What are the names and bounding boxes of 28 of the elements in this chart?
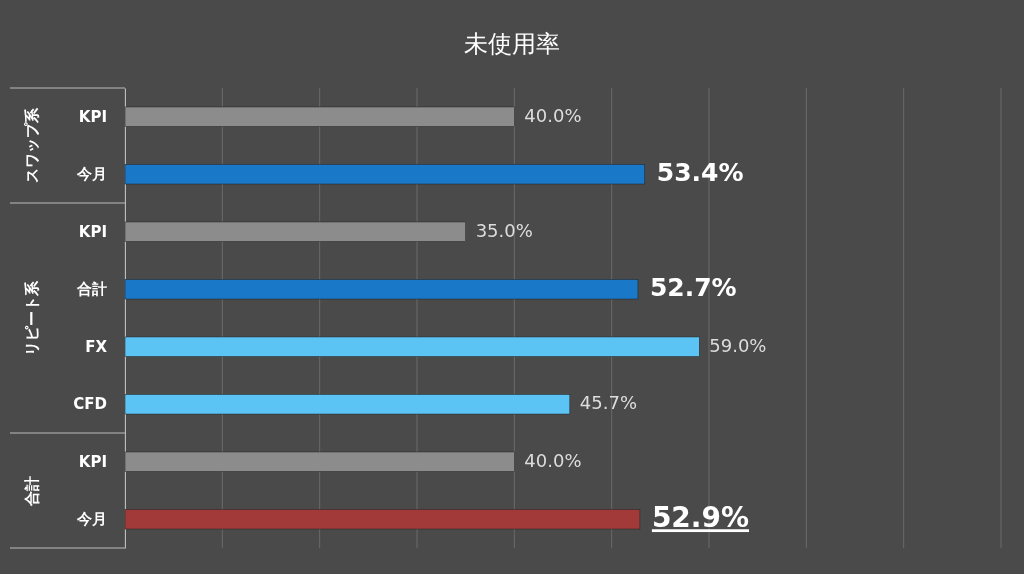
bar <box>124 394 571 415</box>
y-tick-label: CFD <box>73 395 107 414</box>
bar <box>124 164 646 185</box>
y-tick-label: KPI <box>78 107 107 126</box>
data-label: 35.0% <box>475 219 533 241</box>
bar <box>124 279 639 300</box>
bar <box>124 509 641 530</box>
data-label: 59.0% <box>709 334 767 356</box>
data-label: 52.9% <box>651 501 750 535</box>
text: スワップ系 <box>22 107 41 183</box>
data-label: 40.0% <box>524 104 582 126</box>
y-tick-label: KPI <box>78 452 107 471</box>
y-tick-label: 今月 <box>76 510 107 529</box>
data-label: 53.4% <box>656 158 744 188</box>
data-label: 52.7% <box>649 273 737 303</box>
bar <box>124 221 466 242</box>
bar <box>124 106 515 127</box>
chart-title: 未使用率 <box>464 30 560 58</box>
data-label: 45.7% <box>579 392 637 414</box>
y-tick-label: FX <box>85 337 108 356</box>
y-tick-label: KPI <box>78 222 107 241</box>
data-label: 40.0% <box>524 449 582 471</box>
y-tick-label: 合計 <box>76 280 107 299</box>
y-tick-label: 今月 <box>76 165 107 184</box>
text: 合計 <box>22 475 41 507</box>
bar <box>124 451 515 472</box>
text: リピート系 <box>22 279 41 356</box>
bar <box>124 336 700 357</box>
